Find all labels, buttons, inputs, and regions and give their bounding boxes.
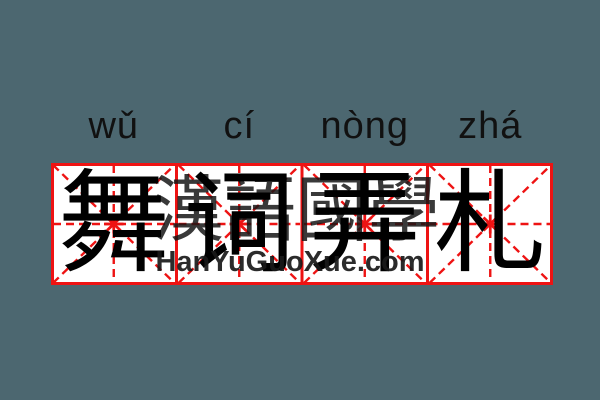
- mizige-grid-lines: [51, 163, 553, 285]
- pinyin-syllable: cí: [223, 105, 256, 147]
- watermark-domain-text: HanYuGuoXue.com: [155, 246, 425, 278]
- pinyin-syllable: nòng: [320, 105, 410, 147]
- watermark-cjk-text: 漢語國學: [152, 168, 441, 252]
- hanzi-character: 弄: [308, 159, 421, 289]
- pinyin-syllable: zhá: [458, 105, 523, 147]
- pinyin-row: wǔ cí nòng zhá: [51, 101, 553, 151]
- character-row: 舞 词 弄 札: [51, 163, 553, 285]
- character-grid: 舞 词 弄 札: [51, 163, 553, 285]
- hanzi-character: 札: [434, 159, 547, 289]
- hanzi-character: 词: [183, 159, 296, 289]
- hanzi-character: 舞: [57, 159, 170, 289]
- pinyin-syllable: wǔ: [88, 105, 140, 147]
